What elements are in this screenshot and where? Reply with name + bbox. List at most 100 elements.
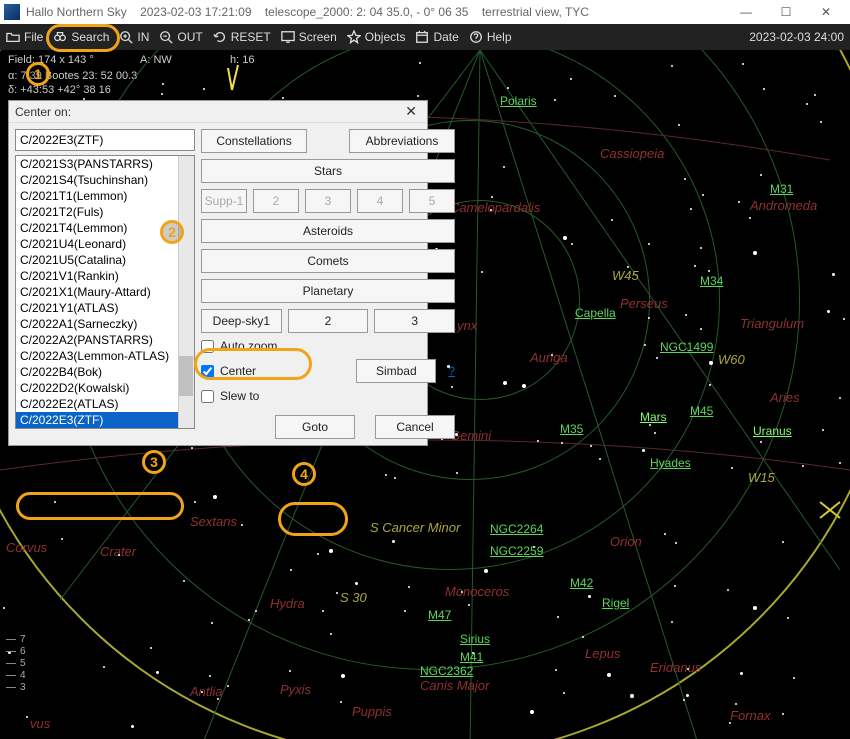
sky-label[interactable]: Auriga [530,350,568,365]
sky-label[interactable]: Uranus [753,424,792,438]
sky-label[interactable]: Monoceros [445,584,509,599]
sky-label[interactable]: Hyades [650,456,691,470]
list-item[interactable]: C/2021T4(Lemmon) [16,220,194,236]
supp3-button[interactable]: 3 [305,189,351,213]
list-item[interactable]: C/2022A2(PANSTARRS) [16,332,194,348]
list-item[interactable]: C/2022E3(ZTF) [16,412,194,428]
list-item[interactable]: C/2021S4(Tsuchinshan) [16,172,194,188]
sky-label[interactable]: Eridanus [650,660,701,675]
sky-label[interactable]: NGC2362 [420,664,473,678]
stars-button[interactable]: Stars [201,159,455,183]
deepsky3-button[interactable]: 3 [374,309,455,333]
reset-button[interactable]: RESET [213,30,271,44]
sky-label[interactable]: S Cancer Minor [370,520,460,535]
sky-label[interactable]: Antlia [190,684,223,699]
sky-label[interactable]: M34 [700,274,723,288]
menu-file[interactable]: File [6,30,43,44]
center-checkbox[interactable]: Center [201,364,256,378]
sky-label[interactable]: Triangulum [740,316,804,331]
sky-label[interactable]: Sextans [190,514,237,529]
list-item[interactable]: C/2021X1(Maury-Attard) [16,284,194,300]
slew-checkbox[interactable]: Slew to [201,389,259,403]
sky-label[interactable]: W15 [748,470,775,485]
asteroids-button[interactable]: Asteroids [201,219,455,243]
menu-screen[interactable]: Screen [281,30,337,44]
sky-label[interactable]: Corvus [6,540,47,555]
sky-label[interactable]: W60 [718,352,745,367]
list-item[interactable]: C/2021S3(PANSTARRS) [16,156,194,172]
sky-label[interactable]: Mars [640,410,667,424]
list-item[interactable]: C/2022B4(Bok) [16,364,194,380]
sky-label[interactable]: M47 [428,608,451,622]
sky-label[interactable]: Lepus [585,646,620,661]
sky-label[interactable]: Cassiopeia [600,146,664,161]
scrollbar-thumb[interactable] [179,356,193,396]
list-item[interactable]: C/2022D2(Kowalski) [16,380,194,396]
sky-label[interactable]: M42 [570,576,593,590]
supp2-button[interactable]: 2 [253,189,299,213]
sky-label[interactable]: Capella [575,306,616,320]
list-item[interactable]: C/2021U4(Leonard) [16,236,194,252]
goto-button[interactable]: Goto [275,415,355,439]
deepsky2-button[interactable]: 2 [288,309,369,333]
sky-label[interactable]: Canis Major [420,678,489,693]
list-item[interactable]: C/2021V1(Rankin) [16,268,194,284]
sky-label[interactable]: Andromeda [750,198,817,213]
supp5-button[interactable]: 5 [409,189,455,213]
sky-label[interactable]: S 30 [340,590,367,605]
maximize-button[interactable]: ☐ [766,0,806,24]
comets-button[interactable]: Comets [201,249,455,273]
sky-label[interactable]: M31 [770,182,793,196]
sky-label[interactable]: Crater [100,544,136,559]
list-item[interactable]: C/2021U5(Catalina) [16,252,194,268]
sky-label[interactable]: Sirius [460,632,490,646]
sky-label[interactable]: Rigel [602,596,629,610]
list-item[interactable]: C/2021Y1(ATLAS) [16,300,194,316]
simbad-button[interactable]: Simbad [356,359,436,383]
close-button[interactable]: ✕ [806,0,846,24]
constellations-button[interactable]: Constellations [201,129,307,153]
cancel-button[interactable]: Cancel [375,415,455,439]
list-item[interactable]: C/2021T2(Fuls) [16,204,194,220]
auto-zoom-checkbox[interactable]: Auto zoom [201,339,277,353]
deepsky1-button[interactable]: Deep-sky1 [201,309,282,333]
sky-label[interactable]: M35 [560,422,583,436]
sky-label[interactable]: NGC2264 [490,522,543,536]
list-item[interactable]: C/2021T1(Lemmon) [16,188,194,204]
sky-label[interactable]: vus [30,716,50,731]
sky-label[interactable]: W45 [612,268,639,283]
zoom-in-button[interactable]: IN [119,30,149,44]
abbreviations-button[interactable]: Abbreviations [349,129,455,153]
results-list[interactable]: C/2021S3(PANSTARRS)C/2021S4(Tsuchinshan)… [15,155,195,429]
search-input[interactable] [15,129,195,151]
sky-label[interactable]: Perseus [620,296,668,311]
sky-label[interactable]: Aries [770,390,800,405]
list-item[interactable]: C/2022A1(Sarneczky) [16,316,194,332]
sky-label[interactable]: Hydra [270,596,305,611]
sky-label[interactable]: M45 [690,404,713,418]
sky-label[interactable]: Orion [610,534,642,549]
list-item[interactable]: C/2022A3(Lemmon-ATLAS) [16,348,194,364]
zoom-out-button[interactable]: OUT [159,30,202,44]
menu-date[interactable]: Date [415,30,458,44]
help-link[interactable]: ? [448,364,455,378]
sky-label[interactable]: Fornax [730,708,770,723]
planetary-button[interactable]: Planetary [201,279,455,303]
sky-label[interactable]: NGC1499 [660,340,713,354]
supp4-button[interactable]: 4 [357,189,403,213]
minimize-button[interactable]: — [726,0,766,24]
sky-label[interactable]: Camelopardalis [450,200,540,215]
sky-label[interactable]: Polaris [500,94,537,108]
menu-help[interactable]: Help [469,30,512,44]
dialog-title-bar[interactable]: Center on: ✕ [9,101,427,123]
list-item[interactable]: C/2022E2(ATLAS) [16,396,194,412]
menu-search[interactable]: Search [53,30,109,44]
sky-label[interactable]: Pyxis [280,682,311,697]
scrollbar[interactable] [178,156,194,428]
sky-label[interactable]: Puppis [352,704,392,719]
supp1-button[interactable]: Supp-1 [201,189,247,213]
sky-label[interactable]: NGC2259 [490,544,543,558]
dialog-close-icon[interactable]: ✕ [401,103,421,120]
list-item[interactable]: C/2022F1(ATLAS) [16,428,194,429]
menu-objects[interactable]: Objects [347,30,406,44]
